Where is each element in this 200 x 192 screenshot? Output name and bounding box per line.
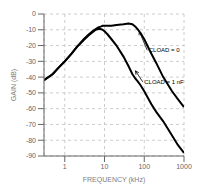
svg-text:10: 10: [101, 163, 109, 170]
svg-text:GAIN (dB): GAIN (dB): [10, 69, 18, 101]
svg-text:-40: -40: [26, 74, 36, 81]
svg-text:CLOAD = 1 nF: CLOAD = 1 nF: [144, 79, 184, 85]
svg-text:FREQUENCY (kHz): FREQUENCY (kHz): [83, 176, 145, 184]
svg-text:100: 100: [138, 163, 150, 170]
svg-text:CLOAD = 0: CLOAD = 0: [149, 47, 181, 53]
svg-text:-60: -60: [26, 105, 36, 112]
svg-text:1000: 1000: [176, 163, 192, 170]
svg-text:-70: -70: [26, 121, 36, 128]
svg-text:-20: -20: [26, 42, 36, 49]
svg-text:0: 0: [32, 10, 36, 17]
svg-text:-80: -80: [26, 137, 36, 144]
svg-text:1: 1: [63, 163, 67, 170]
svg-text:-10: -10: [26, 26, 36, 33]
svg-text:-30: -30: [26, 58, 36, 65]
svg-text:-90: -90: [26, 152, 36, 159]
svg-text:-50: -50: [26, 89, 36, 96]
